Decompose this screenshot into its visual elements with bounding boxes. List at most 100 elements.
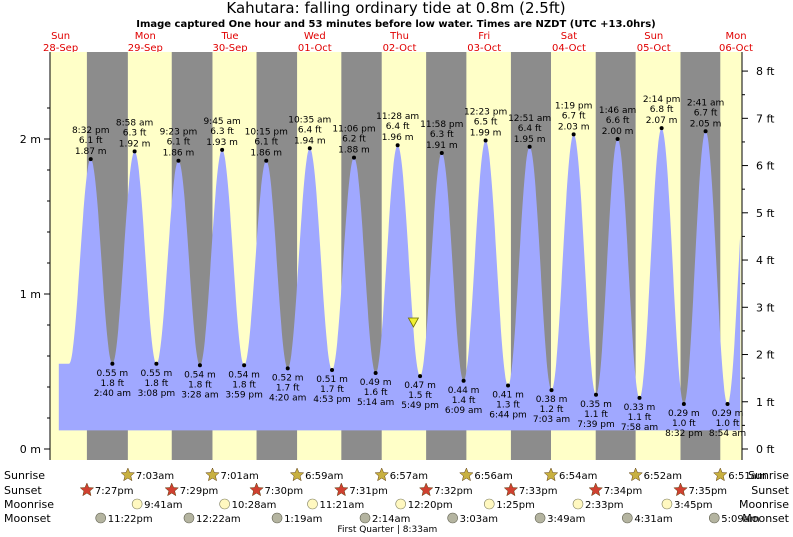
tide-time-label: 2:41 am bbox=[687, 98, 724, 108]
row-label-left: Moonrise bbox=[4, 498, 54, 511]
tide-height-label: 0.54 m bbox=[184, 370, 216, 380]
tide-ft-label: 1.7 ft bbox=[276, 383, 300, 393]
tide-time-label: 7:39 pm bbox=[577, 420, 615, 430]
now-triangle bbox=[407, 317, 420, 328]
sunset-time: 7:30pm bbox=[265, 486, 304, 497]
sunset-time: 7:34pm bbox=[604, 486, 643, 497]
row-label-left: Sunrise bbox=[4, 469, 45, 482]
moonset-icon bbox=[622, 512, 633, 524]
tide-point bbox=[549, 388, 554, 393]
tide-time-label: 5:49 pm bbox=[401, 401, 439, 411]
tide-height-label: 0.29 m bbox=[712, 409, 744, 419]
tide-point bbox=[418, 374, 423, 379]
tide-point bbox=[264, 158, 269, 163]
day-date-label: 29-Sep bbox=[128, 43, 163, 54]
day-name-label: Sat bbox=[561, 31, 577, 42]
tide-point bbox=[506, 383, 511, 388]
tide-time-label: 11:58 pm bbox=[420, 120, 463, 130]
tide-ft-label: 6.3 ft bbox=[430, 130, 454, 140]
sunrise-time: 6:51am bbox=[728, 471, 766, 482]
tide-time-label: 4:53 pm bbox=[313, 395, 351, 405]
moonset-time: 2:14am bbox=[372, 514, 410, 525]
tide-height-label: 1.91 m bbox=[426, 141, 458, 151]
tide-point bbox=[351, 155, 356, 160]
tide-height-label: 1.93 m bbox=[206, 138, 238, 148]
sunrise-icon bbox=[289, 467, 305, 482]
tide-ft-label: 1.0 ft bbox=[672, 419, 696, 429]
tide-point bbox=[637, 395, 642, 400]
tide-time-label: 7:58 am bbox=[621, 423, 658, 433]
tide-height-label: 1.94 m bbox=[294, 136, 326, 146]
moonset-time: 1:19am bbox=[284, 514, 322, 525]
tide-height-label: 1.86 m bbox=[250, 149, 282, 159]
tide-height-label: 0.55 m bbox=[141, 369, 173, 379]
tide-time-label: 5:14 am bbox=[357, 398, 394, 408]
tide-ft-label: 6.1 ft bbox=[167, 138, 191, 148]
tide-point bbox=[571, 132, 576, 137]
day-name-label: Thu bbox=[389, 31, 409, 42]
tide-ft-label: 6.8 ft bbox=[650, 105, 674, 115]
tide-height-label: 0.29 m bbox=[668, 409, 700, 419]
tide-ft-label: 1.8 ft bbox=[145, 379, 169, 389]
sunrise-icon bbox=[120, 467, 136, 482]
tide-point bbox=[703, 129, 708, 134]
day-name-label: Fri bbox=[478, 31, 490, 42]
tide-height-label: 0.44 m bbox=[448, 386, 480, 396]
sunrise-time: 6:52am bbox=[644, 471, 682, 482]
tide-ft-label: 6.4 ft bbox=[518, 124, 542, 134]
tide-point bbox=[725, 402, 730, 407]
moonset-icon bbox=[534, 512, 546, 524]
moonset-icon bbox=[708, 512, 720, 524]
moonrise-icon bbox=[395, 498, 407, 510]
tide-ft-label: 6.1 ft bbox=[254, 138, 278, 148]
y-tick-label-ft: 7 ft bbox=[756, 112, 775, 125]
moonset-icon bbox=[359, 512, 371, 524]
tide-ft-label: 1.1 ft bbox=[584, 410, 608, 420]
tide-ft-label: 1.1 ft bbox=[628, 413, 652, 423]
tide-point bbox=[527, 144, 532, 149]
day-date-label: 02-Oct bbox=[383, 43, 417, 54]
day-name-label: Mon bbox=[725, 31, 746, 42]
moonset-icon bbox=[183, 512, 195, 524]
tide-height-label: 1.88 m bbox=[338, 146, 370, 156]
tide-ft-label: 6.3 ft bbox=[210, 127, 234, 137]
tide-point bbox=[461, 378, 466, 383]
tide-time-label: 10:35 am bbox=[288, 115, 331, 125]
moonrise-time: 11:21am bbox=[320, 500, 365, 511]
tide-ft-label: 1.6 ft bbox=[364, 388, 388, 398]
y-tick-label-ft: 1 ft bbox=[756, 396, 775, 409]
day-name-label: Wed bbox=[304, 31, 326, 42]
tide-ft-label: 1.7 ft bbox=[320, 385, 344, 395]
sunrise-time: 6:57am bbox=[390, 471, 428, 482]
y-tick-label-ft: 5 ft bbox=[756, 207, 775, 220]
moonset-time: 3:03am bbox=[460, 514, 498, 525]
tide-time-label: 11:28 am bbox=[376, 112, 419, 122]
tide-height-label: 0.55 m bbox=[97, 369, 129, 379]
sunset-icon bbox=[164, 482, 180, 497]
tide-height-label: 2.05 m bbox=[690, 119, 722, 129]
y-tick-label-ft: 4 ft bbox=[756, 254, 775, 267]
y-tick-label-m: 1 m bbox=[20, 288, 41, 301]
tide-ft-label: 6.2 ft bbox=[342, 135, 366, 145]
moon-phase-label: First Quarter | 8:33am bbox=[337, 525, 437, 535]
day-date-label: 28-Sep bbox=[43, 43, 78, 54]
sunrise-time: 6:56am bbox=[474, 471, 512, 482]
axes: 0 m 1 m 2 m 0 ft 1 ft 2 ft 3 ft 4 ft 5 ft 6 ft 7 f… bbox=[20, 52, 775, 460]
sunset-icon bbox=[418, 482, 434, 497]
tide-point bbox=[483, 138, 488, 143]
tide-point bbox=[88, 157, 93, 162]
tide-time-label: 2:40 am bbox=[94, 389, 131, 399]
moonrise-time: 3:45pm bbox=[674, 500, 713, 511]
moonset-time: 3:49am bbox=[547, 514, 585, 525]
tide-height-label: 2.00 m bbox=[602, 127, 634, 137]
tide-time-label: 4:20 am bbox=[269, 393, 306, 403]
sunset-time: 7:31pm bbox=[349, 486, 388, 497]
sunrise-icon bbox=[628, 467, 643, 482]
day-date-label: 30-Sep bbox=[212, 43, 247, 54]
tide-point bbox=[373, 371, 378, 376]
row-label-left: Moonset bbox=[4, 512, 51, 525]
y-tick-label-ft: 6 ft bbox=[756, 160, 775, 173]
tide-time-label: 1:46 am bbox=[599, 106, 636, 116]
tide-time-label: 8:32 pm bbox=[72, 126, 110, 136]
